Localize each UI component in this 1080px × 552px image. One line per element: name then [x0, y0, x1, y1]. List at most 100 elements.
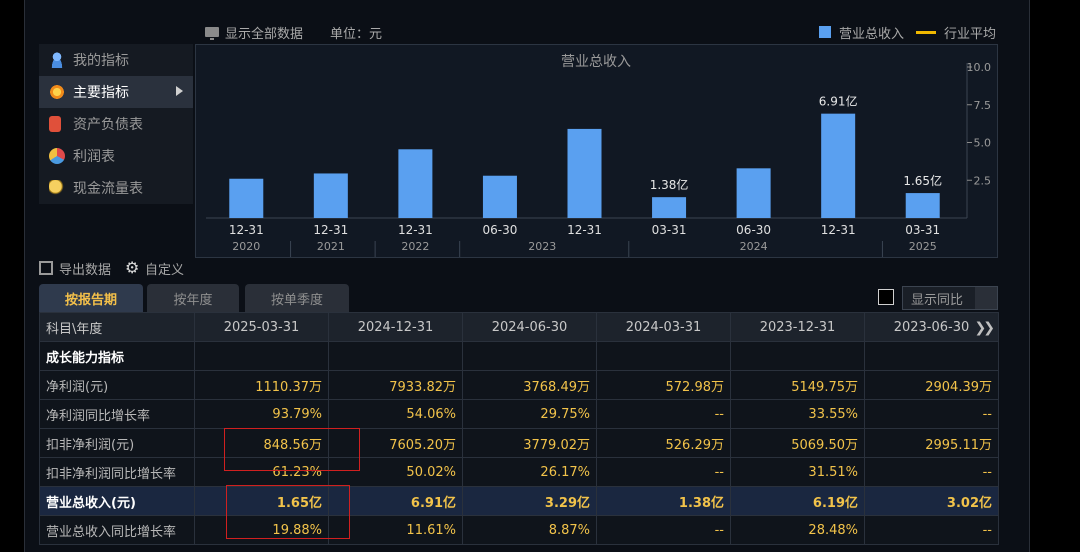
column-header-label: 2023-06-30	[893, 319, 970, 335]
sidebar-item-cash-flow[interactable]: 现金流量表	[39, 172, 193, 204]
table-cell: 526.29万	[596, 428, 731, 458]
table-cell: 2995.11万	[864, 428, 999, 458]
table-cell: 19.88%	[194, 515, 329, 545]
gear-flower-icon	[49, 84, 65, 100]
chart-bar	[229, 178, 264, 218]
show-all-label: 显示全部数据	[225, 26, 304, 42]
tab-by-year[interactable]: 按年度	[147, 284, 239, 312]
column-header[interactable]: 2023-12-31	[730, 312, 865, 342]
table-cell: --	[596, 515, 731, 545]
table-cell: --	[864, 515, 999, 545]
double-chevron-right-icon[interactable]: ❯❯	[974, 320, 996, 336]
sidebar-item-label: 现金流量表	[73, 181, 143, 197]
table-cell	[462, 341, 597, 371]
table-row[interactable]: 净利润(元) 1110.37万 7933.82万 3768.49万 572.98万 514…	[39, 370, 999, 400]
chart-bar	[652, 197, 687, 218]
table-cell	[864, 341, 999, 371]
column-header[interactable]: 2024-06-30	[462, 312, 597, 342]
indicator-table: 科目\年度 2025-03-31 2024-12-31 2024-06-30 2…	[39, 312, 999, 545]
legend-revenue-label: 营业总收入	[839, 26, 905, 42]
row-label: 扣非净利润(元)	[39, 428, 195, 458]
export-data-button[interactable]: 导出数据	[39, 259, 111, 278]
table-cell: 572.98万	[596, 370, 731, 400]
tab-by-report-period[interactable]: 按报告期	[39, 284, 143, 312]
sidebar-item-main-indicators[interactable]: 主要指标	[39, 76, 193, 108]
sidebar-item-label: 主要指标	[73, 85, 129, 101]
table-cell	[730, 341, 865, 371]
coins-icon	[49, 180, 65, 196]
x-tick-label: 12-31	[567, 223, 602, 237]
table-row[interactable]: 净利润同比增长率 93.79% 54.06% 29.75% -- 33.55% --	[39, 399, 999, 429]
table-cell: --	[596, 457, 731, 487]
yoy-select[interactable]: 显示同比	[902, 286, 998, 310]
table-row[interactable]: 成长能力指标	[39, 341, 999, 371]
sidebar-item-label: 我的指标	[73, 53, 129, 69]
table-row[interactable]: 扣非净利润同比增长率 61.23% 50.02% 26.17% -- 31.51% --	[39, 457, 999, 487]
gear-icon: ⚙	[125, 258, 140, 277]
table-cell: 26.17%	[462, 457, 597, 487]
table-cell: 33.55%	[730, 399, 865, 429]
sidebar-item-income-statement[interactable]: 利润表	[39, 140, 193, 172]
row-label: 成长能力指标	[39, 341, 195, 371]
monitor-icon	[205, 27, 219, 40]
y-tick-label: 10.0	[967, 61, 992, 74]
sidebar-nav: 我的指标 主要指标 资产负债表 利润表 现金流量表	[39, 44, 193, 204]
annotation-box	[224, 428, 360, 471]
header-subject-year: 科目\年度	[39, 312, 195, 342]
export-label: 导出数据	[59, 262, 112, 278]
table-cell: 5149.75万	[730, 370, 865, 400]
pie-icon	[49, 148, 65, 164]
x-tick-label: 12-31	[313, 223, 348, 237]
column-header[interactable]: 2024-12-31	[328, 312, 463, 342]
table-cell: 61.23%	[194, 457, 329, 487]
chart-legend: 营业总收入 行业平均	[819, 20, 996, 44]
export-icon	[39, 261, 53, 275]
year-label: 2024	[740, 240, 768, 253]
show-all-data-toggle[interactable]: 显示全部数据	[205, 20, 303, 44]
chevron-down-icon	[975, 287, 997, 309]
legend-line-swatch	[916, 30, 937, 34]
data-label: 1.65亿	[903, 173, 942, 188]
sidebar-item-balance-sheet[interactable]: 资产负债表	[39, 108, 193, 140]
x-tick-label: 12-31	[821, 223, 856, 237]
sidebar-item-my-indicators[interactable]: 我的指标	[39, 44, 193, 76]
table-cell: --	[864, 457, 999, 487]
column-header[interactable]: 2024-03-31	[596, 312, 731, 342]
table-cell: --	[596, 399, 731, 429]
tab-by-quarter[interactable]: 按单季度	[245, 284, 349, 312]
table-cell: 1110.37万	[194, 370, 329, 400]
table-cell: --	[864, 399, 999, 429]
table-header-row: 科目\年度 2025-03-31 2024-12-31 2024-06-30 2…	[39, 312, 999, 342]
x-tick-label: 12-31	[229, 223, 264, 237]
table-cell: 3768.49万	[462, 370, 597, 400]
chart-bar	[567, 128, 602, 218]
legend-bar-swatch	[819, 26, 831, 38]
year-label: 2023	[528, 240, 556, 253]
table-row[interactable]: 扣非净利润(元) 848.56万 7605.20万 3779.02万 526.29万 50…	[39, 428, 999, 458]
x-tick-label: 03-31	[652, 223, 687, 237]
table-cell: 7605.20万	[328, 428, 463, 458]
table-cell: 31.51%	[730, 457, 865, 487]
year-label: 2022	[401, 240, 429, 253]
table-row[interactable]: 营业总收入(元) 1.65亿 6.91亿 3.29亿 1.38亿 6.19亿 3.02亿	[39, 486, 999, 516]
column-header[interactable]: 2023-06-30 ❯❯	[864, 312, 999, 342]
yoy-select-label: 显示同比	[911, 292, 964, 308]
table-row[interactable]: 营业总收入同比增长率 19.88% 11.61% 8.87% -- 28.48% --	[39, 515, 999, 545]
year-label: 2021	[317, 240, 345, 253]
table-cell: 6.91亿	[328, 486, 463, 516]
table-cell	[194, 341, 329, 371]
year-label: 2020	[232, 240, 260, 253]
table-cell: 3.02亿	[864, 486, 999, 516]
chart-title: 营业总收入	[561, 54, 631, 70]
column-header[interactable]: 2025-03-31	[194, 312, 329, 342]
table-cell: 3.29亿	[462, 486, 597, 516]
customize-button[interactable]: ⚙ 自定义	[111, 259, 184, 278]
table-cell: 2904.39万	[864, 370, 999, 400]
yoy-checkbox[interactable]	[878, 289, 894, 305]
y-tick-label: 2.5	[974, 174, 992, 187]
legend-industry-label: 行业平均	[944, 26, 997, 42]
table-cell: 5069.50万	[730, 428, 865, 458]
table-cell	[328, 341, 463, 371]
chart-bar	[398, 149, 433, 218]
table-cell: 28.48%	[730, 515, 865, 545]
